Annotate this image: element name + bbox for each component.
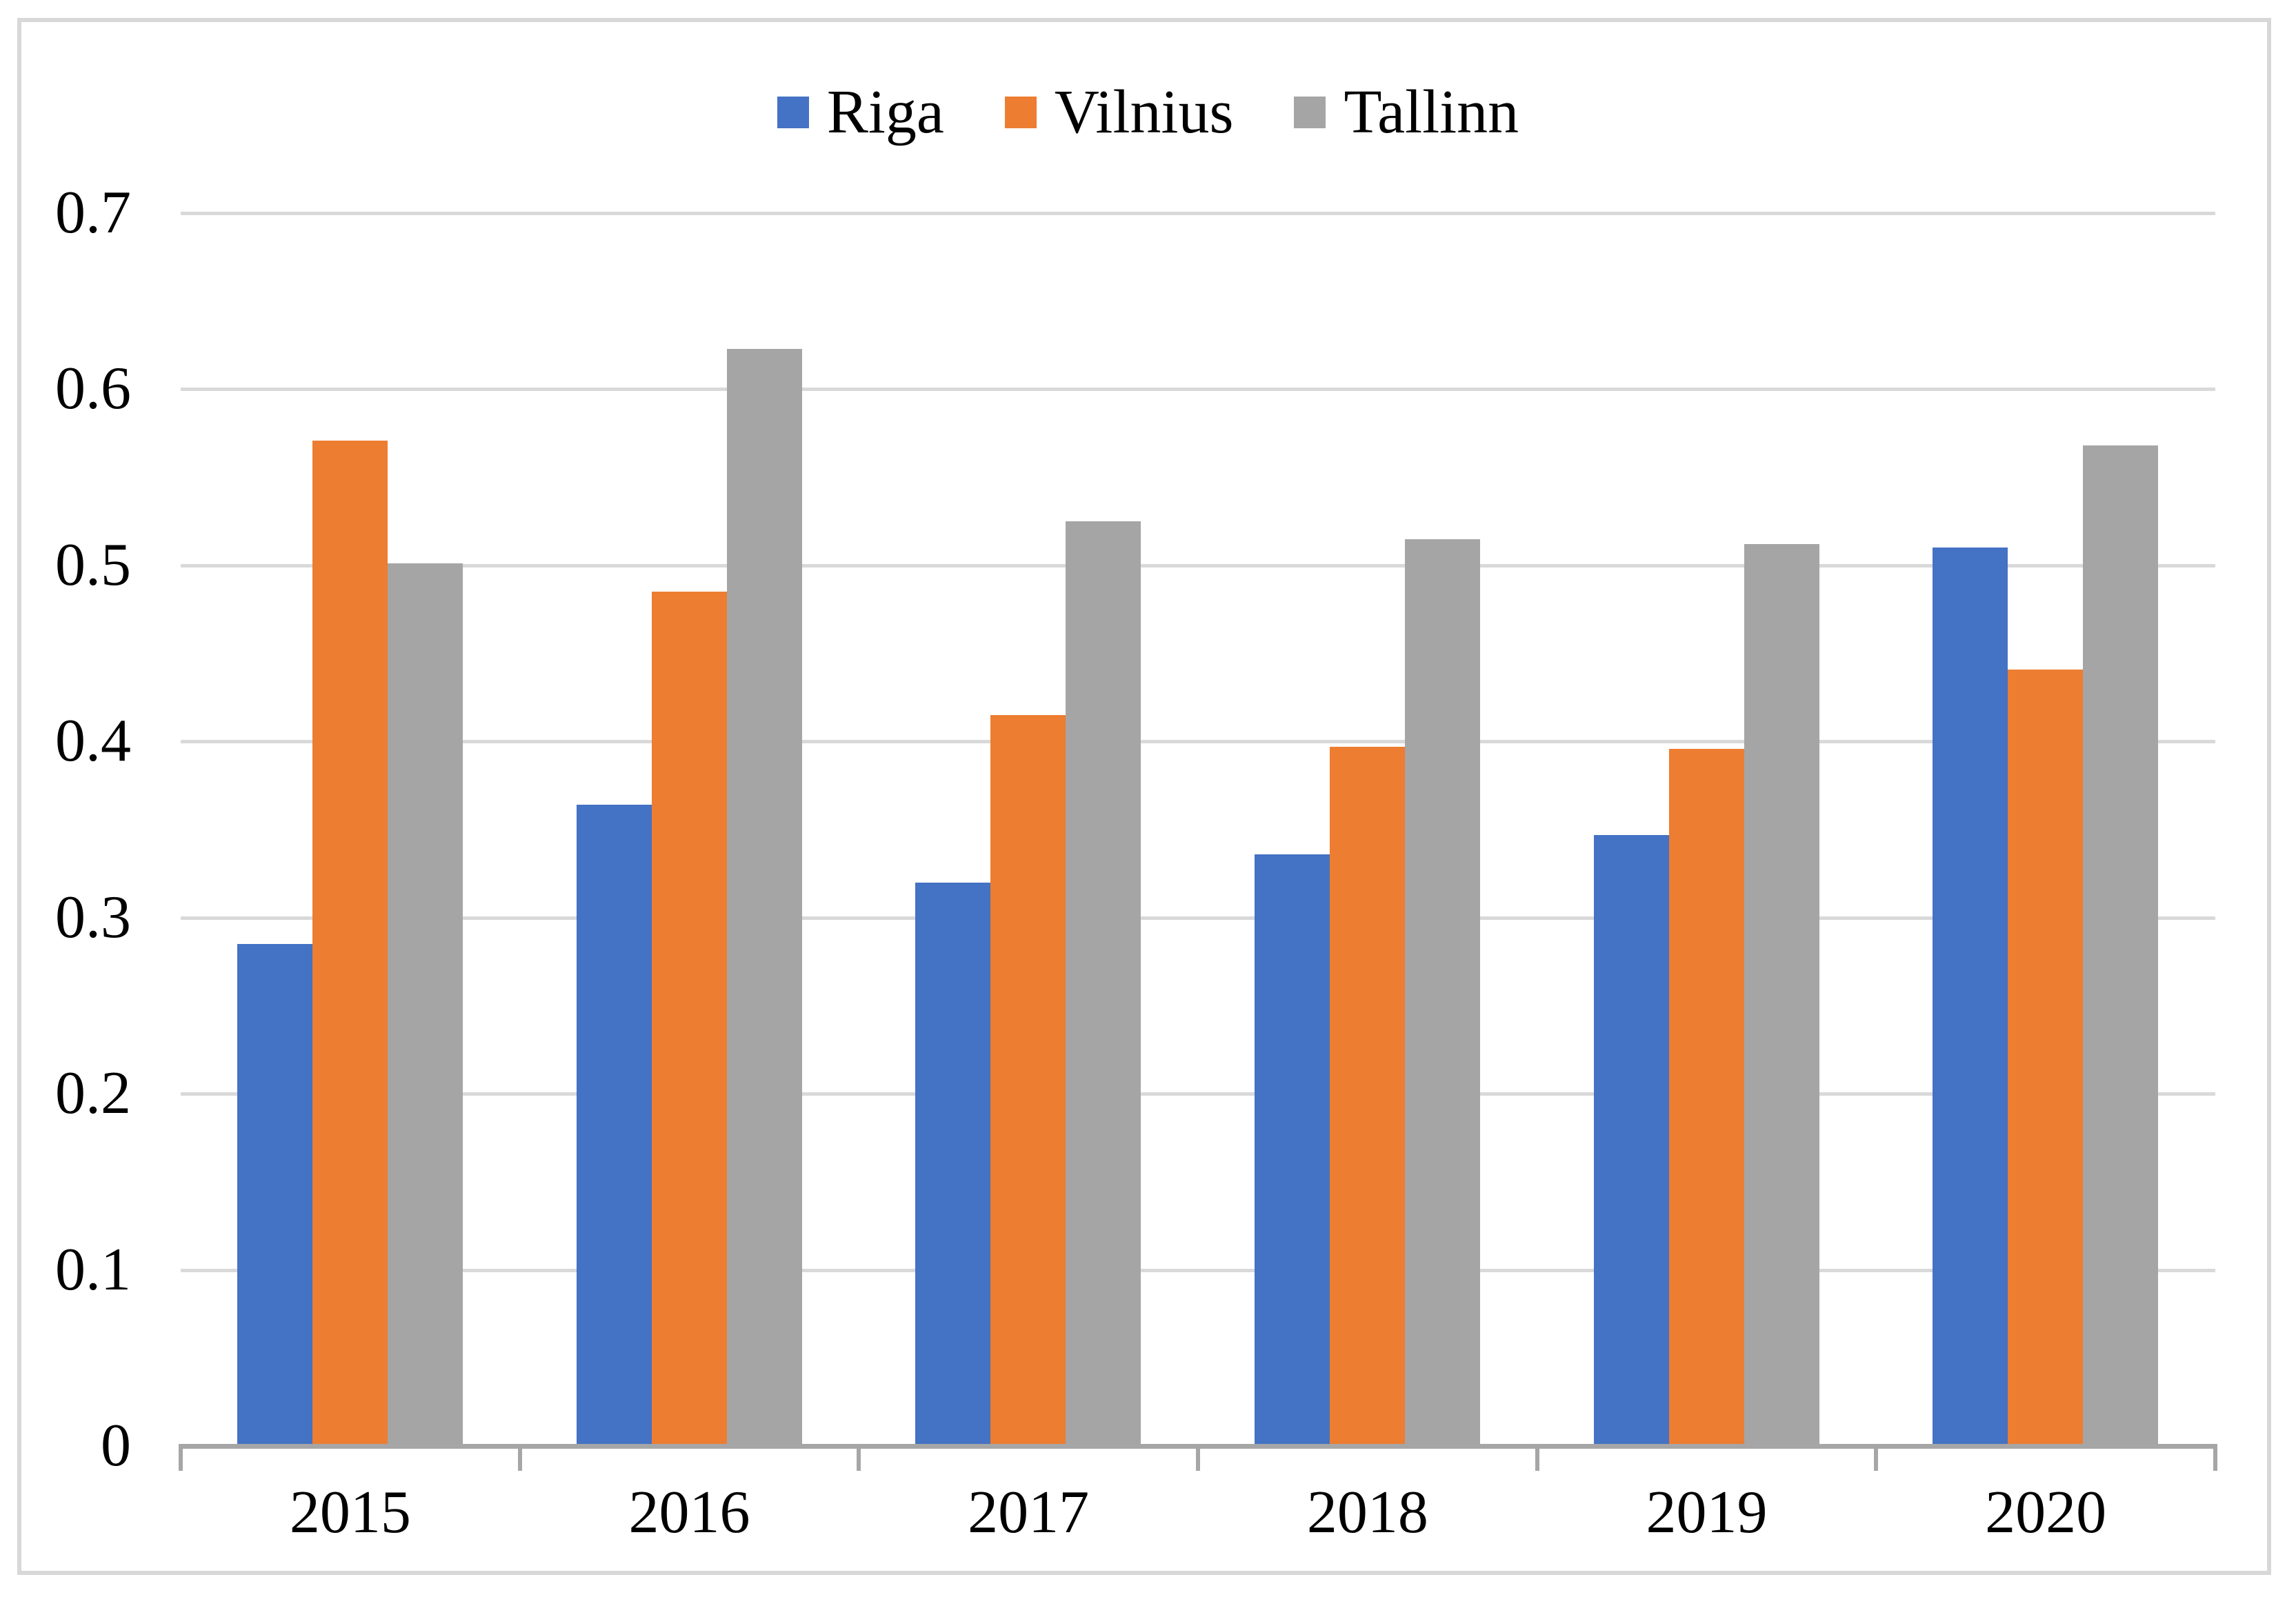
x-tick-label-2017: 2017 xyxy=(968,1479,1090,1546)
riga-swatch-icon xyxy=(777,97,809,128)
y-tick-label-0.3: 0.3 xyxy=(55,883,131,951)
bar-riga-2020 xyxy=(1933,548,2008,1446)
y-tick-label-0.4: 0.4 xyxy=(55,707,131,775)
bar-riga-2015 xyxy=(237,944,312,1446)
bar-vilnius-2015 xyxy=(312,440,388,1446)
gridline-0.4 xyxy=(181,740,2215,744)
y-tick-label-0.1: 0.1 xyxy=(55,1236,131,1303)
x-axis-tick-4 xyxy=(1535,1444,1539,1471)
gridline-0.2 xyxy=(181,1092,2215,1096)
bar-riga-2018 xyxy=(1254,854,1330,1446)
legend-label-vilnius: Vilnius xyxy=(1054,78,1234,146)
bar-vilnius-2019 xyxy=(1668,748,1744,1446)
legend-item-riga: Riga xyxy=(777,81,944,143)
gridline-0.3 xyxy=(181,916,2215,920)
x-tick-label-2015: 2015 xyxy=(289,1479,411,1546)
vilnius-swatch-icon xyxy=(1004,97,1037,128)
tallinn-swatch-icon xyxy=(1294,97,1326,128)
legend-label-tallinn: Tallinn xyxy=(1344,78,1519,146)
x-axis-tick-3 xyxy=(1196,1444,1200,1471)
y-tick-label-0.7: 0.7 xyxy=(55,179,131,246)
bar-tallinn-2015 xyxy=(387,563,463,1446)
bar-tallinn-2016 xyxy=(726,348,802,1446)
gridline-0.1 xyxy=(181,1268,2215,1272)
y-tick-label-0.2: 0.2 xyxy=(55,1060,131,1127)
gridline-0.7 xyxy=(181,212,2215,215)
gridline-0.5 xyxy=(181,563,2215,568)
x-axis-tick-5 xyxy=(1874,1444,1879,1471)
y-tick-label-0: 0 xyxy=(101,1412,131,1479)
bar-vilnius-2017 xyxy=(990,714,1066,1446)
x-tick-label-2016: 2016 xyxy=(628,1479,750,1546)
bar-tallinn-2019 xyxy=(1744,544,1819,1446)
bar-tallinn-2017 xyxy=(1066,521,1141,1446)
x-tick-label-2018: 2018 xyxy=(1306,1479,1428,1546)
x-axis-tick-6 xyxy=(2213,1444,2217,1471)
legend-label-riga: Riga xyxy=(826,78,944,146)
bar-vilnius-2016 xyxy=(651,592,727,1446)
x-axis-tick-1 xyxy=(517,1444,522,1471)
x-axis-tick-2 xyxy=(857,1444,861,1471)
x-tick-label-2020: 2020 xyxy=(1985,1479,2107,1546)
bar-riga-2017 xyxy=(915,882,991,1446)
x-axis-tick-0 xyxy=(179,1444,183,1471)
bar-tallinn-2018 xyxy=(1404,539,1480,1446)
x-tick-label-2019: 2019 xyxy=(1646,1479,1768,1546)
bar-vilnius-2020 xyxy=(2008,669,2084,1446)
bar-riga-2016 xyxy=(576,805,652,1446)
y-tick-label-0.5: 0.5 xyxy=(55,531,131,599)
legend-item-tallinn: Tallinn xyxy=(1294,81,1519,143)
bar-riga-2019 xyxy=(1593,834,1669,1446)
legend-item-vilnius: Vilnius xyxy=(1004,78,1234,146)
legend: Riga Vilnius Tallinn xyxy=(0,81,2296,143)
y-tick-label-0.6: 0.6 xyxy=(55,355,131,423)
bar-vilnius-2018 xyxy=(1329,746,1405,1446)
gridline-0.6 xyxy=(181,388,2215,392)
bar-tallinn-2020 xyxy=(2083,445,2159,1446)
